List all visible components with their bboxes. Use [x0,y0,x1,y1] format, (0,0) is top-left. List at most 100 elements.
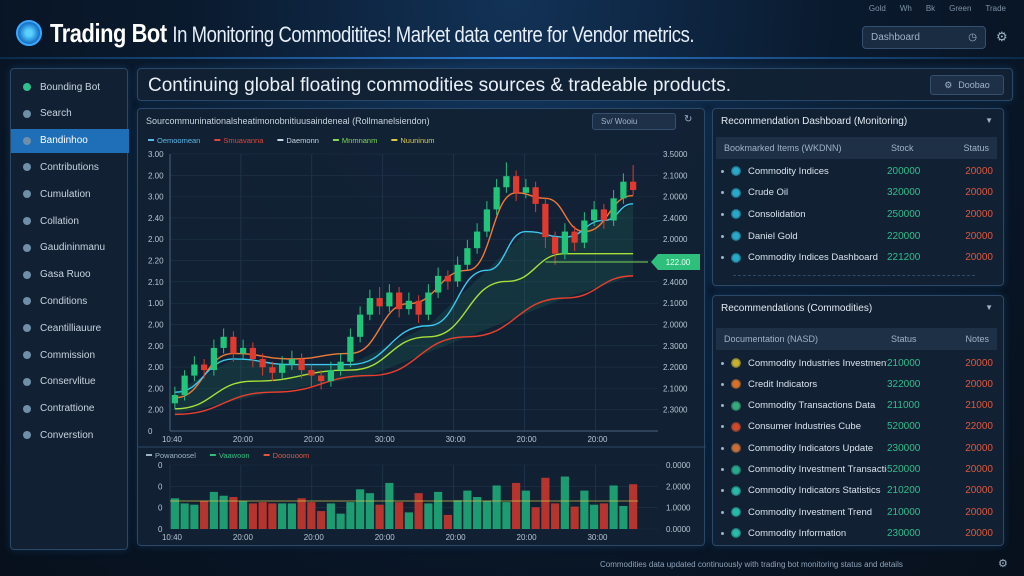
moving-average-line [174,203,634,393]
candle-body [513,176,520,193]
sidebar-item-label: Contributions [40,161,99,173]
volume-bar [365,493,374,529]
table-row[interactable]: Commodity Industries Investments 210000 20… [721,353,993,373]
candle-body [425,292,432,315]
candle-body [474,231,481,249]
volume-bar [229,497,238,529]
row-change: 20000 [965,506,993,518]
volume-bar [424,503,433,529]
legend-label: Dooouoom [273,451,310,460]
legend-label: Vaawoon [219,451,250,460]
sidebar-item[interactable]: Ceantilliauure [11,316,129,340]
top-link[interactable]: Gold [868,4,886,13]
y-tick-label-right: 2.1000 [663,299,688,308]
sidebar-item[interactable]: Converstion [11,423,129,447]
table-row[interactable]: Daniel Gold 220000 20000 [721,226,993,246]
sidebar-item[interactable]: Conditions [11,289,129,313]
candle-body [249,347,256,359]
top-link[interactable]: Green [949,4,972,13]
moving-average-line [174,253,634,410]
top-link[interactable]: Wh [899,4,912,13]
table-row[interactable]: Consumer Industries Cube 520000 22000 [721,417,993,437]
sidebar-item[interactable]: Conservlitue [11,370,129,394]
volume-bar [287,503,296,529]
sidebar-item[interactable]: Gasa Ruoo [11,263,129,287]
y-tick-label-right: 2.1000 [663,171,688,180]
table-row[interactable]: Commodity Investment Trend 210000 20000 [721,502,993,522]
volume-bar [180,503,189,529]
table-row[interactable]: Commodity Investment Transactions 520000 2… [721,460,993,480]
col-notes: Notes [965,334,989,344]
candle-body [464,248,471,265]
chart-search-input[interactable]: Sv/ Wooiu [592,113,676,130]
legend-label: Mnmnanm [342,136,377,145]
list-icon [23,297,31,306]
legend-swatch [209,454,216,456]
sidebar-item-label: Conditions [40,295,88,307]
sidebar-item[interactable]: Cumulation [11,182,129,206]
candle-body [376,298,383,307]
volume-bar [404,512,413,529]
table-row[interactable]: Commodity Indicators Statistics 210200 200… [721,481,993,501]
price-tag-label: 122.00 [666,258,691,267]
top-link[interactable]: Trade [985,4,1006,13]
gear-icon[interactable]: ⚙ [996,29,1008,44]
sidebar-item-label: Collation [40,215,79,227]
top-link[interactable]: Bk [925,4,936,13]
doc-icon [23,404,31,413]
candle-body [308,370,315,376]
table-row[interactable]: Commodity Indicators Update 230000 20000 [721,438,993,458]
table-row[interactable]: Commodity Indices Dashboard 221200 20000 [721,248,993,268]
bullet [721,361,724,365]
volume-bar [502,502,511,529]
volume-bar [268,503,277,529]
table-row[interactable]: Commodity Information 230000 20000 [721,523,993,543]
y-tick-label: 0 [158,461,163,470]
header-divider [0,57,1024,59]
col-name: Documentation (NASD) [724,334,819,344]
table-row[interactable]: Commodity Transactions Data 211000 21000 [721,396,993,416]
sidebar-item[interactable]: Search [11,102,129,126]
chart-panel: Sourcommuninationalsheatimonobnitiuusain… [137,108,706,547]
top-links: Gold Wh Bk Green Trade [869,4,1006,13]
volume-bar [248,503,257,529]
sidebar-item[interactable]: Bounding Bot [11,75,129,99]
sidebar-item[interactable]: Contrattione [11,397,129,421]
x-tick-label: 30:00 [375,435,396,444]
candle-body [386,292,393,307]
y-tick-label-right: 2.2000 [663,363,688,372]
table-row[interactable]: Credit Indicators 322000 20000 [721,374,993,394]
volume-bar [512,482,521,529]
sidebar-item[interactable]: Gaudininmanu [11,236,129,260]
volume-bar [239,500,248,529]
price-chart[interactable]: 10:40 10:40 20:00 20:00 20:00 20:00 30:00 20:00… [138,109,706,547]
coin-icon [731,507,741,518]
table-row[interactable]: Consolidation 250000 20000 [721,204,993,224]
chevron-down-icon[interactable]: ▼ [985,303,993,312]
volume-bar [629,484,638,529]
candle-body [220,336,227,348]
sidebar-item[interactable]: Commission [11,343,129,367]
sidebar-item[interactable]: Collation [11,209,129,233]
chevron-down-icon[interactable]: ▼ [985,116,993,125]
x-tick-label: 20:00 [375,533,396,542]
row-name: Commodity Indicators Statistics [748,485,881,497]
candle-body [396,292,403,310]
table-row[interactable]: Commodity Indices 200000 20000 [721,161,993,181]
settings-icon[interactable]: ⚙ [998,558,1008,570]
sidebar-item[interactable]: Bandinhoo [11,128,129,153]
title-main: Trading Bot [50,18,167,48]
sidebar-item[interactable]: Contributions [11,155,129,179]
y-tick-label: 2.00 [148,384,164,393]
row-change: 20000 [965,442,993,454]
legend-swatch [148,139,154,141]
y-tick-label-right: 3.5000 [663,150,688,159]
table-row[interactable]: Crude Oil 320000 20000 [721,183,993,203]
row-name: Commodity Indices Dashboard [748,252,878,264]
volume-bar [385,482,394,529]
dashboard-button[interactable]: Dashboard ◷ [862,26,986,49]
volume-bar [170,498,179,529]
refresh-icon[interactable]: ↻ [684,114,693,125]
bullet [721,446,724,450]
banner-button[interactable]: ⚙ Doobao [930,75,1004,95]
